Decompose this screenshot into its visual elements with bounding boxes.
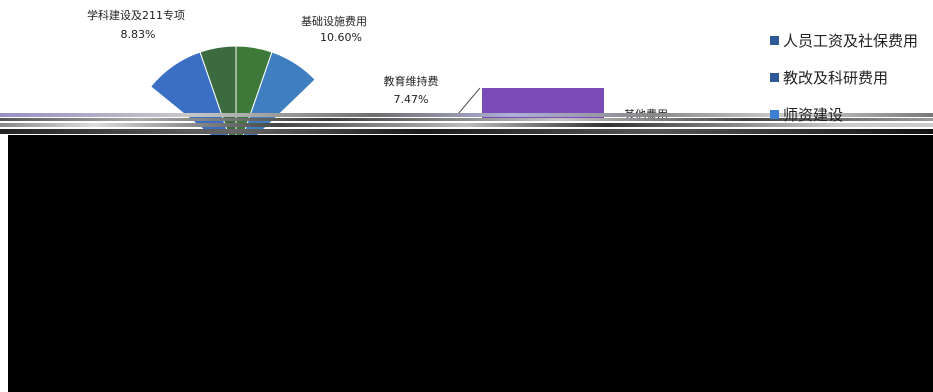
legend-item: 师资建设 xyxy=(770,96,918,133)
legend-item: 教改及科研费用 xyxy=(770,59,918,96)
label-jiaoyu-name: 教育维持费 xyxy=(384,74,439,88)
label-jichu-value: 10.60% xyxy=(320,31,362,44)
glitch-band-4 xyxy=(0,129,933,134)
legend: 人员工资及社保费用 教改及科研费用 师资建设 xyxy=(770,22,918,133)
legend-swatch xyxy=(770,36,779,45)
glitch-band-1 xyxy=(0,113,933,117)
label-jichu-name: 基础设施费用 xyxy=(301,15,367,28)
legend-label: 人员工资及社保费用 xyxy=(783,32,919,50)
glitch-band-2 xyxy=(0,118,933,121)
legend-swatch xyxy=(770,73,779,82)
legend-label: 师资建设 xyxy=(783,106,844,124)
leader-line xyxy=(457,87,481,115)
glitch-band-3 xyxy=(0,123,933,127)
legend-swatch xyxy=(770,110,779,119)
legend-item: 人员工资及社保费用 xyxy=(770,22,918,59)
label-xueke-name: 学科建设及211专项 xyxy=(87,8,185,22)
black-region xyxy=(8,135,933,392)
label-xueke-value: 8.83% xyxy=(121,28,156,41)
label-jiaoyu-value: 7.47% xyxy=(394,93,429,106)
legend-label: 教改及科研费用 xyxy=(783,69,889,87)
